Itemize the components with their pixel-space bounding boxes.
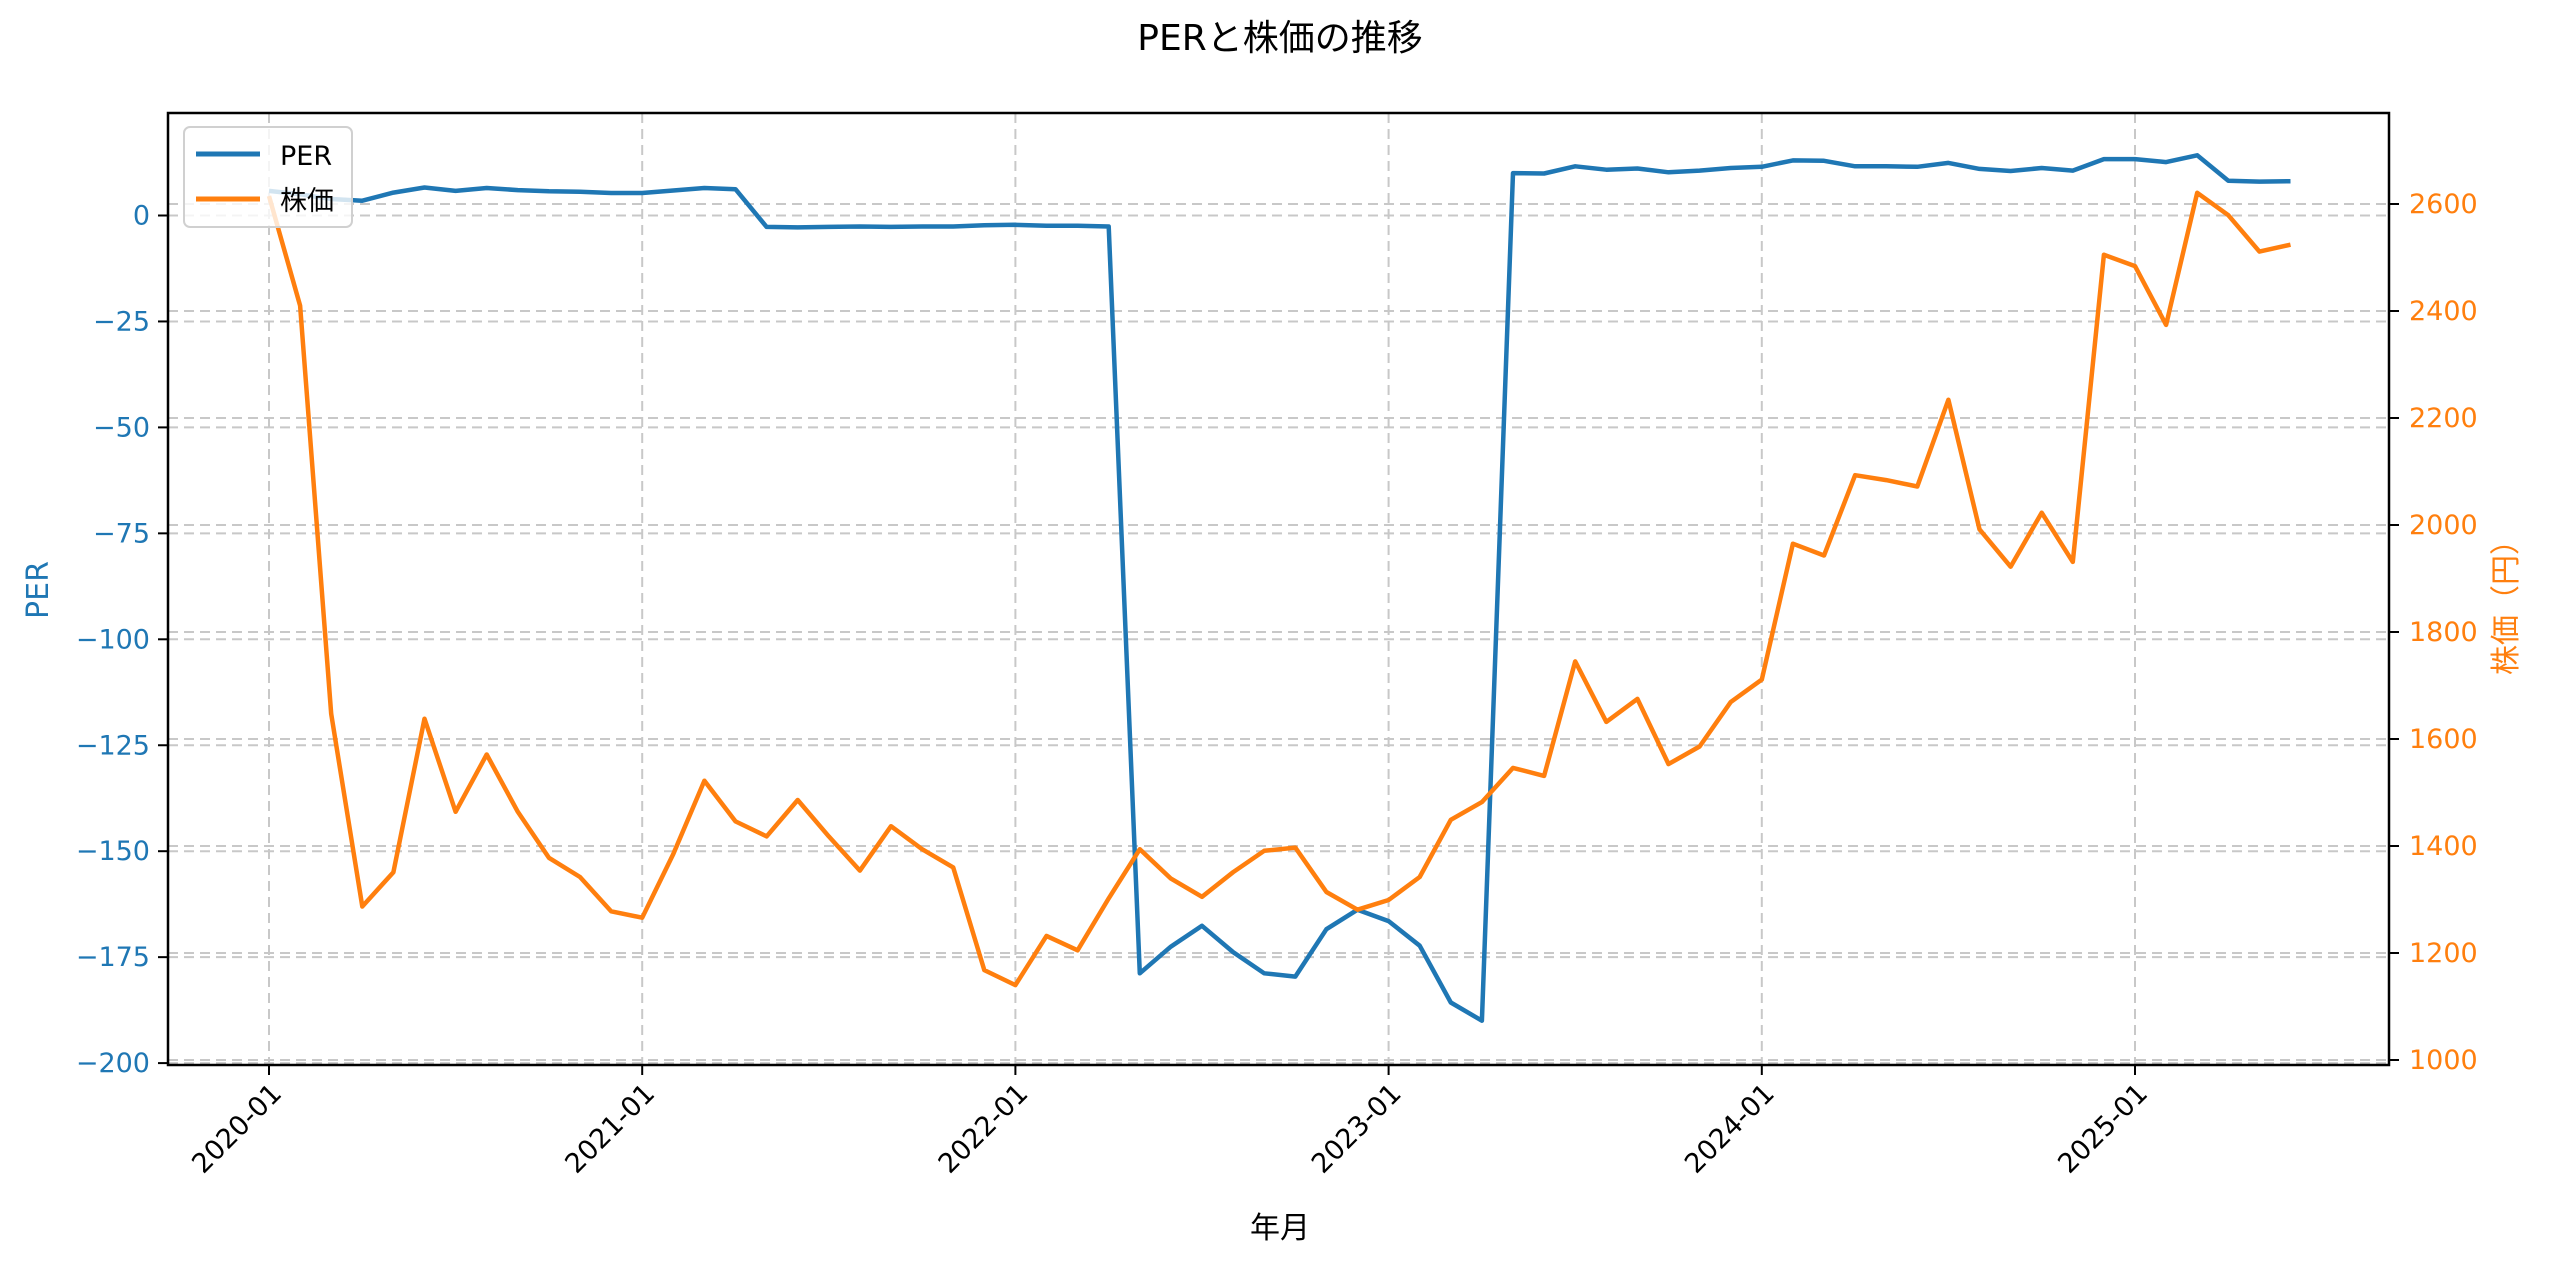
right-axis-ticks: 1000 1200 1400 1600 1800 2000 2200 2400 2600: [2389, 189, 2478, 1076]
right-tick-label: 1600: [2409, 724, 2478, 755]
plot-frame: [166, 111, 2391, 1067]
right-tick-label: 2000: [2409, 510, 2478, 541]
right-tick-label: 1200: [2409, 938, 2478, 969]
chart-title: PERと株価の推移: [1137, 18, 1422, 59]
right-tick-label: 2600: [2409, 189, 2478, 220]
data-lines: [266, 153, 2291, 1023]
right-tick-label: 1800: [2409, 617, 2478, 648]
per-line: [268, 153, 2291, 1023]
price-line: [266, 190, 2291, 988]
legend-price-label: 株価: [280, 186, 334, 217]
x-tick-label: 2020-01: [186, 1078, 288, 1180]
left-tick-label: −175: [76, 942, 150, 973]
x-axis-ticks: 2020-01 2021-01 2022-01 2023-01 2024-01 2025-…: [186, 1065, 2154, 1180]
left-axis-ticks: 0 −25 −50 −75 −100 −125 −150 −175 −200: [76, 201, 168, 1079]
right-tick-label: 1400: [2409, 831, 2478, 862]
x-tick-label: 2023-01: [1306, 1078, 1408, 1180]
x-tick-label: 2022-01: [933, 1078, 1035, 1180]
right-tick-label: 2200: [2409, 403, 2478, 434]
x-tick-label: 2021-01: [559, 1078, 661, 1180]
left-tick-label: −200: [76, 1048, 150, 1079]
x-axis-label: 年月: [1250, 1211, 1310, 1246]
left-tick-label: −150: [76, 836, 150, 867]
right-tick-label: 2400: [2409, 296, 2478, 327]
grid-lines: [168, 113, 2389, 1065]
left-tick-label: −100: [76, 624, 150, 655]
x-tick-label: 2025-01: [2052, 1078, 2154, 1180]
legend-per-label: PER: [280, 141, 332, 172]
left-tick-label: −25: [93, 306, 150, 337]
right-axis-label: 株価（円）: [2489, 525, 2524, 675]
right-tick-label: 1000: [2409, 1045, 2478, 1076]
left-tick-label: 0: [133, 201, 150, 232]
left-tick-label: −125: [76, 730, 150, 761]
left-tick-label: −75: [93, 518, 150, 549]
left-tick-label: −50: [93, 412, 150, 443]
left-axis-label: PER: [21, 561, 56, 619]
x-tick-label: 2024-01: [1679, 1078, 1781, 1180]
legend: PER 株価: [183, 126, 353, 228]
